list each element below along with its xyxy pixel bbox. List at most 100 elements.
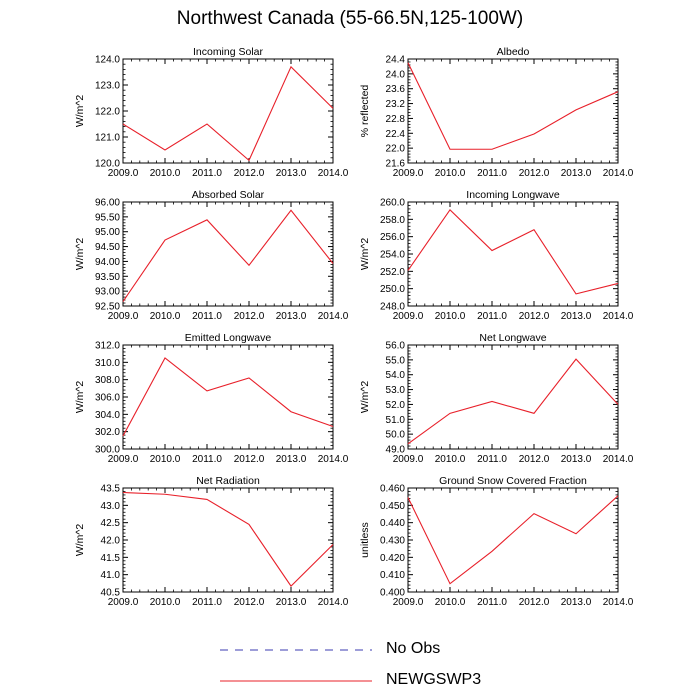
y-tick-label: 54.0 — [386, 370, 406, 381]
series-line-newgswp3 — [122, 357, 334, 437]
panel-title: Ground Snow Covered Fraction — [439, 475, 587, 487]
y-tick-label: 41.5 — [101, 553, 121, 564]
y-tick-label: 55.0 — [386, 355, 406, 366]
series-line-newgswp3 — [407, 495, 619, 585]
y-tick-label: 22.0 — [386, 144, 406, 155]
y-tick-label: 43.0 — [101, 501, 121, 512]
panel-6: Net Longwave W/m^2 2009.0 2010.0 2011.0 2012.… — [359, 332, 634, 465]
y-axis-label: W/m^2 — [74, 524, 86, 557]
y-tick-label: 256.0 — [380, 232, 405, 243]
y-tick-label: 93.00 — [95, 287, 120, 298]
x-tick-label: 2010.0 — [150, 311, 181, 322]
y-tick-label: 95.50 — [95, 212, 120, 223]
y-tick-label: 23.2 — [386, 99, 406, 110]
y-tick-label: 22.4 — [386, 129, 406, 140]
x-tick-label: 2010.0 — [435, 597, 466, 608]
y-tick-label: 124.0 — [95, 55, 120, 66]
y-tick-label: 300.0 — [95, 445, 120, 456]
panel-title: Net Radiation — [196, 475, 260, 487]
y-tick-label: 42.0 — [101, 536, 121, 547]
y-tick-label: 0.430 — [380, 536, 405, 547]
x-tick-label: 2010.0 — [150, 168, 181, 179]
x-tick-label: 2010.0 — [150, 597, 181, 608]
series-line-newgswp3 — [407, 208, 619, 295]
x-tick-label: 2009.0 — [108, 311, 139, 322]
y-tick-label: 120.0 — [95, 159, 120, 170]
y-axis-label: W/m^2 — [74, 238, 86, 271]
panel-8: Ground Snow Covered Fraction unitless 2009… — [359, 475, 634, 608]
x-tick-label: 2012.0 — [519, 311, 550, 322]
x-tick-label: 2013.0 — [561, 168, 592, 179]
y-tick-label: 96.00 — [95, 198, 120, 209]
y-tick-label: 53.0 — [386, 385, 406, 396]
y-tick-label: 258.0 — [380, 215, 405, 226]
y-tick-label: 52.0 — [386, 400, 406, 411]
x-tick-label: 2012.0 — [234, 597, 265, 608]
y-axis-label: unitless — [359, 522, 371, 558]
y-tick-label: 0.440 — [380, 518, 405, 529]
x-tick-label: 2010.0 — [435, 311, 466, 322]
x-tick-label: 2014.0 — [318, 168, 349, 179]
y-tick-label: 43.5 — [101, 484, 121, 495]
y-tick-label: 250.0 — [380, 284, 405, 295]
y-tick-label: 40.5 — [101, 588, 121, 599]
panel-title: Absorbed Solar — [192, 189, 265, 201]
panel-title: Albedo — [497, 46, 530, 58]
x-tick-label: 2011.0 — [477, 168, 507, 179]
y-tick-label: 41.0 — [101, 570, 121, 581]
y-tick-label: 50.0 — [386, 430, 406, 441]
panel-title: Incoming Solar — [193, 46, 264, 58]
x-tick-label: 2013.0 — [561, 454, 592, 465]
y-tick-label: 24.0 — [386, 69, 406, 80]
x-tick-label: 2010.0 — [435, 454, 466, 465]
x-tick-label: 2013.0 — [276, 597, 307, 608]
panel-title: Incoming Longwave — [466, 189, 560, 201]
y-tick-label: 248.0 — [380, 302, 405, 313]
x-tick-label: 2009.0 — [393, 597, 424, 608]
panel-3: Absorbed Solar W/m^2 2009.0 2010.0 2011.0 201… — [74, 189, 349, 322]
x-tick-label: 2012.0 — [519, 168, 550, 179]
y-tick-label: 0.420 — [380, 553, 405, 564]
y-axis-label: % reflected — [359, 85, 371, 138]
y-tick-label: 49.0 — [386, 445, 406, 456]
y-tick-label: 0.400 — [380, 588, 405, 599]
x-tick-label: 2014.0 — [603, 311, 634, 322]
x-tick-label: 2014.0 — [318, 454, 349, 465]
series-line-newgswp3 — [122, 209, 334, 302]
panel-2: Albedo % reflected 2009.0 2010.0 2011.0 2012.… — [359, 46, 634, 179]
x-tick-label: 2011.0 — [192, 311, 222, 322]
panel-5: Emitted Longwave W/m^2 2009.0 2010.0 2011.0 2… — [74, 332, 349, 465]
x-tick-label: 2013.0 — [276, 311, 307, 322]
y-tick-label: 260.0 — [380, 198, 405, 209]
x-tick-label: 2014.0 — [603, 168, 634, 179]
y-tick-label: 121.0 — [95, 133, 120, 144]
x-tick-label: 2011.0 — [192, 168, 222, 179]
x-tick-label: 2011.0 — [192, 597, 222, 608]
series-line-newgswp3 — [407, 358, 619, 445]
plot-frame — [122, 58, 334, 164]
y-tick-label: 0.460 — [380, 484, 405, 495]
x-tick-label: 2011.0 — [477, 597, 507, 608]
x-tick-label: 2009.0 — [393, 311, 424, 322]
y-tick-label: 24.4 — [386, 55, 406, 66]
y-tick-label: 304.0 — [95, 410, 120, 421]
x-tick-label: 2011.0 — [477, 311, 507, 322]
x-tick-label: 2014.0 — [603, 454, 634, 465]
y-tick-label: 308.0 — [95, 375, 120, 386]
y-tick-label: 93.50 — [95, 272, 120, 283]
x-tick-label: 2013.0 — [276, 168, 307, 179]
y-tick-label: 21.6 — [386, 159, 406, 170]
series-line-newgswp3 — [407, 62, 619, 150]
x-tick-label: 2012.0 — [519, 454, 550, 465]
series-line-newgswp3 — [122, 65, 334, 162]
x-tick-label: 2011.0 — [192, 454, 222, 465]
panel-7: Net Radiation W/m^2 2009.0 2010.0 2011.0 2012… — [74, 475, 349, 608]
y-tick-label: 56.0 — [386, 341, 406, 352]
legend-label-no-obs: No Obs — [386, 640, 441, 657]
y-tick-label: 0.450 — [380, 501, 405, 512]
y-tick-label: 306.0 — [95, 393, 120, 404]
panel-title: Net Longwave — [479, 332, 546, 344]
x-tick-label: 2009.0 — [108, 454, 139, 465]
legend-label-newgswp3: NEWGSWP3 — [386, 671, 482, 688]
